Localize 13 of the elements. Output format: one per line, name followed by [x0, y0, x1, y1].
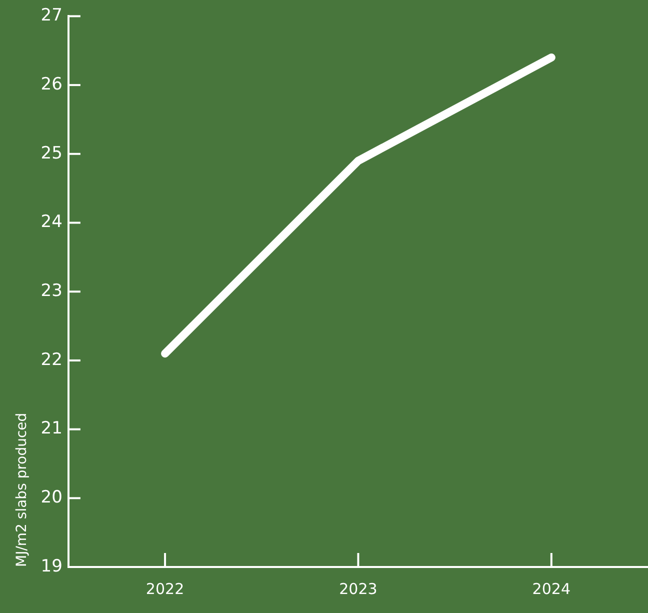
y-tick-label: 22 — [40, 350, 62, 370]
y-tick-label: 26 — [40, 74, 62, 94]
y-tick-label: 23 — [40, 281, 62, 302]
y-tick-label: 20 — [40, 488, 62, 508]
x-tick-label: 2023 — [339, 580, 378, 598]
x-tick-label: 2024 — [532, 580, 570, 598]
y-tick-label: 24 — [40, 212, 62, 232]
y-tick-label: 21 — [40, 418, 62, 439]
y-tick-label: 25 — [40, 143, 62, 164]
y-axis-title: MJ/m2 slabs produced — [14, 412, 30, 567]
x-tick-label: 2022 — [146, 580, 184, 598]
y-tick-label: 19 — [40, 556, 62, 576]
y-tick-label: 27 — [40, 6, 62, 26]
